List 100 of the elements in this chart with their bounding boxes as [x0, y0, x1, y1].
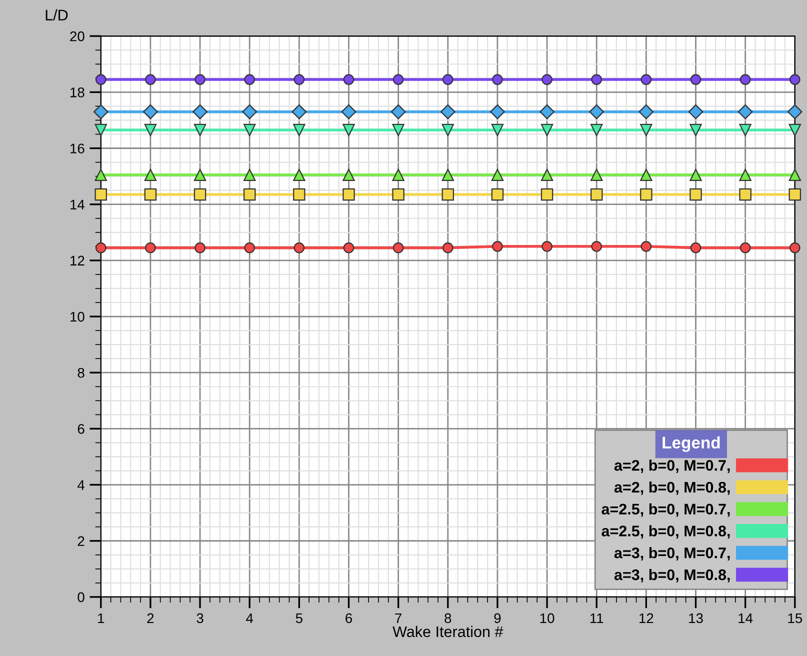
point: [640, 124, 652, 136]
point: [739, 168, 752, 182]
y-tick-label: 16: [70, 144, 84, 154]
point: [94, 168, 107, 182]
y-tick-label: 12: [70, 256, 84, 266]
point: [194, 188, 206, 201]
y-tick-label: 2: [78, 536, 84, 546]
point: [144, 124, 157, 136]
y-tick-label: 14: [70, 200, 84, 210]
point: [94, 124, 107, 136]
point: [591, 240, 602, 252]
point: [343, 242, 354, 254]
point: [491, 168, 504, 182]
point: [739, 124, 752, 136]
x-tick-label: 15: [788, 613, 802, 624]
y-tick-label: 10: [70, 312, 84, 322]
point: [95, 74, 106, 85]
x-tick-label: 12: [640, 613, 654, 623]
point: [688, 104, 704, 120]
point: [293, 188, 306, 201]
point: [341, 104, 356, 120]
point: [640, 168, 652, 182]
y-axis-title: L/D: [46, 9, 68, 20]
point: [788, 124, 802, 136]
x-tick-label: 9: [494, 613, 501, 624]
point: [590, 168, 603, 182]
point: [589, 104, 604, 120]
point: [294, 242, 305, 254]
point: [590, 124, 603, 136]
point: [788, 168, 802, 182]
y-tick-label: 4: [78, 480, 84, 490]
point: [143, 104, 158, 120]
point: [144, 168, 157, 182]
point: [342, 124, 355, 136]
point: [739, 188, 752, 201]
point: [243, 168, 256, 182]
legend-title: Legend: [662, 436, 720, 452]
point: [542, 240, 552, 252]
y-tick-label: 20: [70, 31, 84, 42]
point: [540, 104, 554, 120]
point: [789, 74, 800, 85]
x-tick-label: 13: [689, 613, 703, 624]
x-tick-label: 14: [738, 613, 753, 623]
point: [392, 124, 404, 136]
x-tick-label: 5: [296, 613, 302, 624]
point: [145, 74, 156, 85]
x-tick-label: 10: [540, 613, 554, 624]
point: [392, 188, 404, 201]
point: [392, 74, 404, 85]
point: [294, 74, 305, 85]
point: [343, 74, 354, 85]
point: [690, 188, 702, 201]
x-tick-label: 11: [590, 613, 604, 623]
point: [145, 242, 156, 254]
point: [243, 124, 256, 136]
point: [787, 104, 802, 120]
point: [591, 74, 602, 85]
point: [293, 124, 306, 136]
legend-label: a=2, b=0, M=0.7,: [614, 460, 730, 473]
point: [690, 124, 702, 136]
legend-label: a=3, b=0, M=0.8,: [614, 568, 730, 582]
point: [540, 188, 554, 201]
legend-label: a=2.5, b=0, M=0.8,: [602, 525, 730, 539]
point: [93, 104, 108, 120]
point: [789, 242, 800, 254]
x-tick-label: 4: [246, 613, 254, 623]
point: [244, 242, 256, 254]
x-tick-label: 8: [444, 613, 452, 624]
point: [194, 168, 206, 182]
point: [491, 188, 504, 201]
point: [690, 168, 702, 182]
y-tick-label: 8: [78, 368, 84, 378]
point: [540, 124, 554, 136]
legend-label: a=2.5, b=0, M=0.7,: [602, 503, 730, 517]
point: [640, 188, 652, 201]
point: [442, 242, 454, 254]
point: [442, 168, 454, 182]
point: [540, 168, 554, 182]
point: [342, 188, 355, 201]
point: [95, 242, 106, 254]
point: [242, 104, 258, 120]
point: [690, 74, 702, 85]
point: [492, 240, 503, 252]
point: [638, 104, 654, 120]
x-tick-label: 2: [147, 613, 154, 623]
point: [690, 242, 702, 254]
legend-label: a=2, b=0, M=0.8,: [614, 481, 730, 495]
point: [192, 104, 208, 120]
point: [392, 242, 404, 254]
y-tick-label: 6: [78, 424, 84, 434]
x-tick-label: 7: [395, 613, 402, 623]
point: [342, 168, 355, 182]
point: [740, 74, 751, 85]
point: [490, 104, 505, 120]
legend-label: a=3, b=0, M=0.7,: [614, 547, 730, 561]
point: [194, 124, 206, 136]
y-tick-label: 18: [70, 88, 84, 98]
point: [738, 104, 753, 120]
point: [640, 74, 652, 85]
point: [194, 74, 206, 85]
